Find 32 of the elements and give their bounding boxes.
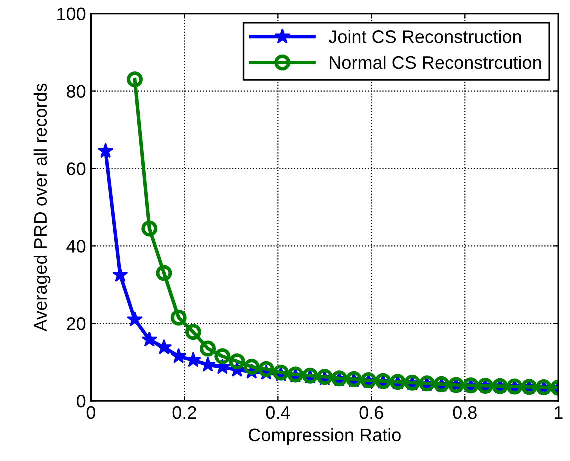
y-axis-title: Averaged PRD over all records [34, 84, 51, 332]
x-tick-label: 1 [554, 406, 563, 420]
y-tick-label: 80 [67, 85, 86, 98]
point [170, 310, 187, 326]
x-tick-label: 0 [86, 406, 96, 420]
point [229, 354, 246, 370]
point [127, 311, 143, 327]
point [170, 348, 187, 364]
point [185, 324, 202, 340]
point [142, 220, 158, 237]
y-tick-label: 100 [58, 8, 86, 21]
y-tick-label: 0 [77, 395, 86, 408]
point [200, 340, 216, 357]
legend-label: Normal CS Reconstrcution [330, 56, 542, 70]
legend-label: Joint CS Reconstruction [328, 30, 522, 44]
point [112, 266, 128, 282]
point [142, 332, 158, 347]
point [156, 265, 172, 282]
x-tick-label: 0.8 [453, 406, 477, 420]
point [127, 72, 144, 88]
y-tick-label: 60 [67, 162, 86, 176]
x-tick-label: 0.2 [172, 406, 196, 420]
point [98, 142, 114, 158]
point [258, 361, 274, 378]
point [244, 359, 260, 375]
y-tick-label: 40 [66, 240, 86, 253]
x-axis-title: Compression Ratio [249, 428, 401, 446]
point [156, 339, 172, 355]
x-tick-label: 0.6 [360, 406, 384, 420]
y-tick-label: 20 [67, 318, 86, 330]
x-tick-label: 0.4 [266, 406, 290, 420]
point [214, 348, 231, 365]
